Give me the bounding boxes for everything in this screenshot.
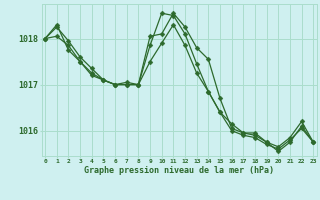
X-axis label: Graphe pression niveau de la mer (hPa): Graphe pression niveau de la mer (hPa) <box>84 166 274 175</box>
